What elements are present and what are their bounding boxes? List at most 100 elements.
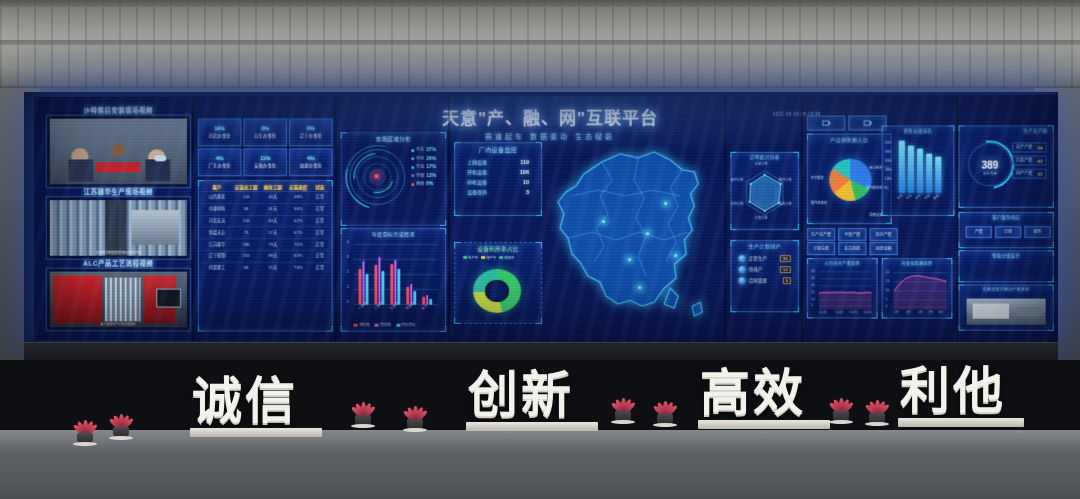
right-bars-title: 销售业绩排名 [903, 128, 933, 134]
right-small-panel-0-buttons[interactable]: 产能 订单 服务 [965, 226, 1051, 239]
led-video-wall: 天意"产、融、网"互联平台 赛道起车 数据驱动 生态赋能 2021-10-18 … [34, 95, 1058, 343]
legend-item: 同比增长 [395, 323, 416, 328]
radar-svg [741, 165, 789, 221]
kpi-tile-3[interactable]: 4% 广东办事处 [197, 148, 242, 177]
btn-total-capacity[interactable]: 生产总产能 [806, 228, 836, 242]
right-small-panel-1[interactable]: 智能仓储监控 [958, 250, 1054, 283]
legend-dot [411, 157, 415, 161]
btn-capacity[interactable]: 产能 [965, 226, 992, 239]
radar-axis-label: 服务订单 [778, 201, 792, 206]
list-item: 停机设备 10 [467, 179, 530, 187]
table-row[interactable]: 河北宏达 150 60天 62% 正常 [201, 214, 329, 227]
pie-label: 技术服务 [811, 175, 824, 180]
kpi-tile-0[interactable]: 18% 河北办事处 [197, 118, 242, 147]
table-row[interactable]: 山西建投 120 46天 68% 正常 [201, 191, 329, 203]
kpi-tile-4-label: 安徽办事处 [254, 162, 277, 168]
annual-target-bar-chart: 0 1 2 3 4 一季度 二季度 三季度 四季度 合计 [347, 239, 439, 311]
list-item: 设备保养 3 [467, 189, 530, 197]
install-progress-table[interactable]: 客户 安装总工期 剩余工期 安装进度 状态 山西建投 120 46天 68% 正… [201, 185, 329, 274]
china-map[interactable] [542, 136, 722, 327]
video-panel-3[interactable]: ALC产品工艺流程视频 ALC板材生产工艺流程演示 [45, 261, 191, 332]
gauge-unit: 万立方米 [983, 171, 997, 176]
capacity-stat-list[interactable]: 在产产能 58 已发产能 42 待产产能 31 [1012, 142, 1047, 181]
line-chart-panel-2: 月度销售额趋势 20 15 10 5 0 1月 3月 5月 7月 9月 [881, 258, 953, 319]
line-chart-2: 20 15 10 5 0 1月 3月 5月 7月 9月 [886, 269, 949, 315]
utilization-panel: 设备利用率占比 生产中 待产中 停机中 [454, 241, 542, 324]
map-point [602, 220, 606, 224]
floor-word-0: 诚信 [192, 372, 298, 430]
list-item: 待排产 12 [738, 266, 791, 274]
mid-button-row-1[interactable]: 生产总产能 年度产能 库存产能 [806, 228, 898, 242]
kpi-tile-2-label: 辽宁办事处 [299, 132, 323, 138]
col-header-4: 状态 [315, 185, 325, 191]
tab-monitor-1[interactable] [806, 115, 846, 131]
legend-item: 待产中 [481, 255, 496, 260]
line-chart-panel-1: 公司当月产能趋势 30 25 20 15 10 5 11.05 12.05 13… [806, 258, 878, 319]
annual-target-legend: 目标值 完成值 同比增长 [353, 323, 416, 328]
kpi-tile-2[interactable]: 6% 辽宁办事处 [289, 118, 333, 147]
line-chart-2-title: 月度销售额趋势 [901, 261, 933, 267]
market-region-panel: 市场区域分布 华东 37% 华中 26% 华北 [333, 132, 447, 226]
product-pie-chart [829, 158, 872, 201]
market-region-title: 市场区域分布 [375, 137, 411, 144]
right-small-panel-0[interactable]: 客户服务响应 产能 订单 服务 [958, 211, 1054, 249]
utilization-title: 设备利用率占比 [477, 246, 519, 253]
btn-annual-capacity[interactable]: 年度产能 [838, 228, 867, 242]
line-chart-1-svg [819, 269, 872, 310]
kpi-tile-2-value: 6% [306, 125, 315, 132]
potted-plant [860, 384, 894, 426]
mid-button-row-2[interactable]: 订单总数 发货单数 回款金额 [806, 242, 898, 256]
equipment-monitor-panel: 厂内设备监控 上线设备 119 开机设备 106 停机设备 10 设备保养 3 [454, 142, 542, 217]
kpi-tile-5[interactable]: 4% 福建办事处 [289, 148, 333, 177]
legend-dot [411, 174, 415, 178]
production-plan-title: 生产计划排产 [748, 244, 782, 251]
list-item: 正常生产 36 [738, 255, 791, 263]
table-row[interactable]: 内蒙建工 60 15天 74% 正常 [201, 261, 329, 274]
product-pie-panel: 产品销售额占比 技术服务 ALC板材产品 加气砌块生产线 配套设备 配件及耗材 [806, 133, 892, 225]
table-row[interactable]: 江苏雄华 180 79天 71% 正常 [201, 238, 329, 250]
col-header-2: 剩余工期 [263, 185, 282, 191]
pending-icon [738, 266, 746, 274]
video-frame-2: 江苏雄华新型建材有限公司生产线 [49, 200, 187, 256]
table-row[interactable]: 辽宁鞍钢 210 88天 64% 正常 [201, 249, 329, 262]
video-panel-1[interactable]: 沙特焦后安装现场视频 [45, 108, 191, 189]
table-row[interactable]: 中建材料 90 31天 56% 正常 [201, 202, 329, 215]
video-panel-3-caption: ALC板材生产工艺流程演示 [100, 322, 136, 327]
list-item: 在产产能 58 [1012, 142, 1047, 153]
market-region-legend: 华东 37% 华中 26% 华北 17% 华南 12% 西南 8% [411, 147, 436, 189]
capacity-gauge: 389 万立方米 [956, 130, 1024, 199]
video-panel-3-title: ALC产品工艺流程视频 [83, 260, 154, 268]
video-panel-2[interactable]: 江苏雄华生产现场视频 江苏雄华新型建材有限公司生产线 [45, 189, 191, 260]
legend-dot [411, 148, 415, 152]
btn-stock-capacity[interactable]: 库存产能 [869, 228, 898, 242]
floor [0, 430, 1080, 499]
video-panel-2-caption: 江苏雄华新型建材有限公司生产线 [96, 250, 141, 255]
product-pie-title: 产品销售额占比 [830, 137, 869, 144]
btn-order-count[interactable]: 订单总数 [806, 242, 836, 256]
floor-word-2: 高效 [700, 364, 806, 422]
list-item: 已发产能 42 [1012, 155, 1047, 166]
legend-item: 华中 26% [411, 156, 436, 162]
legend-item: 华南 12% [411, 173, 436, 179]
table-row[interactable]: 新疆天山 75 27天 67% 正常 [201, 226, 329, 239]
btn-order[interactable]: 订单 [994, 226, 1022, 239]
production-plan-list[interactable]: 正常生产 36 待排产 12 合同变更 3 [738, 255, 791, 288]
radar-axis-label: 技改订单 [730, 201, 744, 206]
kpi-tile-0-label: 河北办事处 [208, 132, 231, 138]
far-right-panel[interactable]: 设备远程诊断与产能监测 [958, 284, 1054, 331]
stage-riser [24, 342, 1058, 365]
col-header-1: 安装总工期 [234, 185, 258, 191]
top-tab-row[interactable] [806, 115, 887, 131]
kpi-tile-3-label: 广东办事处 [208, 162, 231, 168]
kpi-tile-1[interactable]: 8% 山东办事处 [243, 118, 288, 147]
btn-payment-amount[interactable]: 回款金额 [869, 242, 898, 256]
legend-item: 华北 17% [411, 164, 436, 170]
video-panel-1-title: 沙特焦后安装现场视频 [83, 107, 153, 115]
btn-shipment-count[interactable]: 发货单数 [838, 242, 867, 256]
floor-word-1: 创新 [468, 366, 574, 424]
kpi-tile-4[interactable]: 11% 安徽办事处 [243, 148, 288, 177]
btn-service[interactable]: 服务 [1024, 226, 1051, 239]
radar-axis-label: 配件订单 [778, 177, 792, 182]
right-bars-panel: 销售业绩排名 5000 4000 3000 2000 1000 0 华东 华北 … [881, 125, 955, 216]
